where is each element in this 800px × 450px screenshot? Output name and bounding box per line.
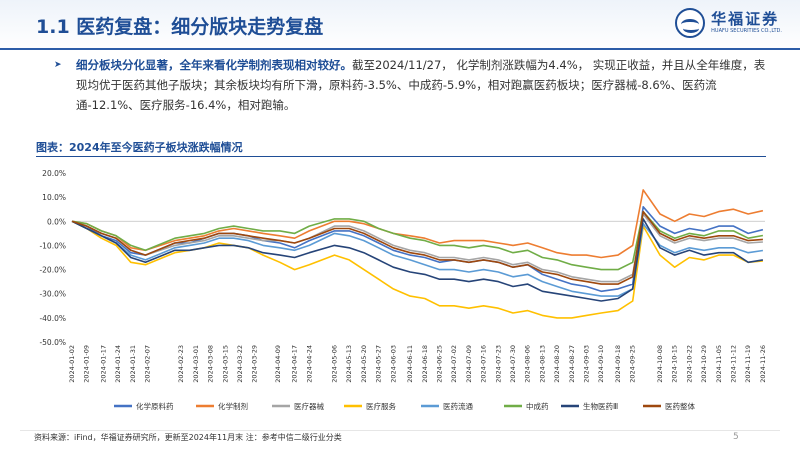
x-tick-label: 2024-01-02 <box>68 345 76 383</box>
y-tick-label: 10.0% <box>42 193 66 202</box>
x-tick-label: 2024-06-25 <box>436 345 444 383</box>
x-tick-label: 2024-03-01 <box>192 345 200 383</box>
x-tick-label: 2024-07-23 <box>494 345 502 383</box>
x-tick-label: 2024-01-09 <box>83 345 91 383</box>
x-tick-label: 2024-08-20 <box>553 345 561 383</box>
x-tick-label: 2024-01-17 <box>100 345 108 383</box>
legend-label: 化学制剂 <box>218 401 248 411</box>
series-line <box>71 213 763 283</box>
legend-label: 生物医药Ⅲ <box>583 401 618 411</box>
legend-label: 医疗器械 <box>294 401 324 411</box>
summary-paragraph: 细分板块分化显著，全年来看化学制剂表现相对较好。截至2024/11/27， 化学… <box>76 55 766 115</box>
x-tick-label: 2024-10-22 <box>685 345 693 383</box>
x-tick-label: 2024-10-15 <box>671 345 679 383</box>
y-tick-label: -30.0% <box>39 290 66 299</box>
bullet-arrow-icon: ➤ <box>54 60 62 70</box>
x-tick-label: 2024-07-16 <box>480 345 488 383</box>
line-chart: 20.0% 10.0% 0.0% -10.0% -20.0% -30.0% -40.0% -5… <box>39 169 767 411</box>
y-tick-label: -20.0% <box>39 266 66 275</box>
series-line <box>71 218 764 302</box>
logo-english-name: HUAFU SECURITIES CO.,LTD. <box>711 28 782 34</box>
legend-label: 医药整体 <box>665 401 695 411</box>
y-tick-label: 0.0% <box>47 217 66 226</box>
x-tick-label: 2024-08-06 <box>524 345 532 383</box>
source-note: 资料来源：iFind，华福证券研究所，更新至2024年11月末 注：参考中信二级… <box>34 433 342 442</box>
x-tick-label: 2024-04-24 <box>305 345 313 383</box>
x-tick-label: 2024-04-09 <box>274 345 282 383</box>
x-tick-label: 2024-01-31 <box>129 345 137 383</box>
x-tick-label: 2024-06-18 <box>421 345 429 383</box>
y-tick-label: -50.0% <box>39 338 66 347</box>
y-tick-label: -10.0% <box>39 241 66 250</box>
page-number: 5 <box>733 432 739 442</box>
x-tick-label: 2024-05-13 <box>345 345 353 383</box>
x-tick-label: 2024-02-23 <box>177 345 185 383</box>
x-tick-label: 2024-05-20 <box>360 345 368 383</box>
y-tick-label: -40.0% <box>39 314 66 323</box>
x-tick-label: 2024-02-07 <box>144 345 152 383</box>
x-tick-label: 2024-06-11 <box>406 345 414 383</box>
x-tick-label: 2024-10-29 <box>700 345 708 383</box>
series-line <box>71 189 764 259</box>
legend-label: 中成药 <box>526 401 549 411</box>
x-tick-label: 2024-09-25 <box>629 345 637 383</box>
chart-title-rule <box>36 156 766 157</box>
x-tick-label: 2024-09-10 <box>597 345 605 383</box>
series-line <box>71 210 763 285</box>
chart-title: 图表：2024年至今医药子板块涨跌幅情况 <box>36 141 243 154</box>
x-tick-label: 2024-11-05 <box>715 345 723 383</box>
page-title: 1.1 医药复盘：细分版块走势复盘 <box>36 16 324 38</box>
summary-highlight: 细分板块分化显著，全年来看化学制剂表现相对较好。 <box>76 58 352 72</box>
x-tick-label: 2024-05-27 <box>375 345 383 383</box>
x-tick-label: 2024-03-15 <box>221 345 229 383</box>
header-bar: 1.1 医药复盘：细分版块走势复盘 华福证券 HUAFU SECURITIES … <box>0 0 800 50</box>
x-tick-label: 2024-09-03 <box>583 345 591 383</box>
legend-label: 医药流通 <box>443 401 473 411</box>
x-tick-label: 2024-10-08 <box>656 345 664 383</box>
x-tick-label: 2024-05-06 <box>331 345 339 383</box>
x-tick-label: 2024-07-09 <box>465 345 473 383</box>
series-line <box>71 205 764 293</box>
x-tick-label: 2024-07-02 <box>450 345 458 383</box>
logo-mark-icon <box>675 8 706 38</box>
x-tick-label: 2024-03-08 <box>207 345 215 383</box>
company-logo: 华福证券 HUAFU SECURITIES CO.,LTD. <box>675 8 782 38</box>
y-tick-label: 20.0% <box>42 169 66 178</box>
footer-divider <box>20 430 780 431</box>
logo-name: 华福证券 <box>711 10 780 28</box>
x-tick-label: 2024-11-26 <box>759 345 767 383</box>
x-tick-label: 2024-11-12 <box>730 345 738 383</box>
x-tick-label: 2024-06-03 <box>389 345 397 383</box>
header-divider <box>0 48 800 50</box>
x-tick-label: 2024-08-13 <box>538 345 546 383</box>
legend-label: 医疗服务 <box>366 401 396 411</box>
legend-label: 化学原料药 <box>136 401 174 411</box>
x-tick-label: 2024-07-30 <box>509 345 517 383</box>
x-tick-label: 2024-03-22 <box>236 345 244 383</box>
summary-text: 截至2024/11/27， 化学制剂涨跌幅为4.4%， 实现正收益，并且从全年维… <box>76 58 766 112</box>
x-tick-label: 2024-04-17 <box>291 345 299 383</box>
x-tick-label: 2024-09-18 <box>614 345 622 383</box>
x-tick-label: 2024-11-19 <box>744 345 752 383</box>
x-tick-label: 2024-08-27 <box>568 345 576 383</box>
x-tick-label: 2024-01-24 <box>114 345 122 383</box>
x-tick-label: 2024-03-29 <box>251 345 259 383</box>
